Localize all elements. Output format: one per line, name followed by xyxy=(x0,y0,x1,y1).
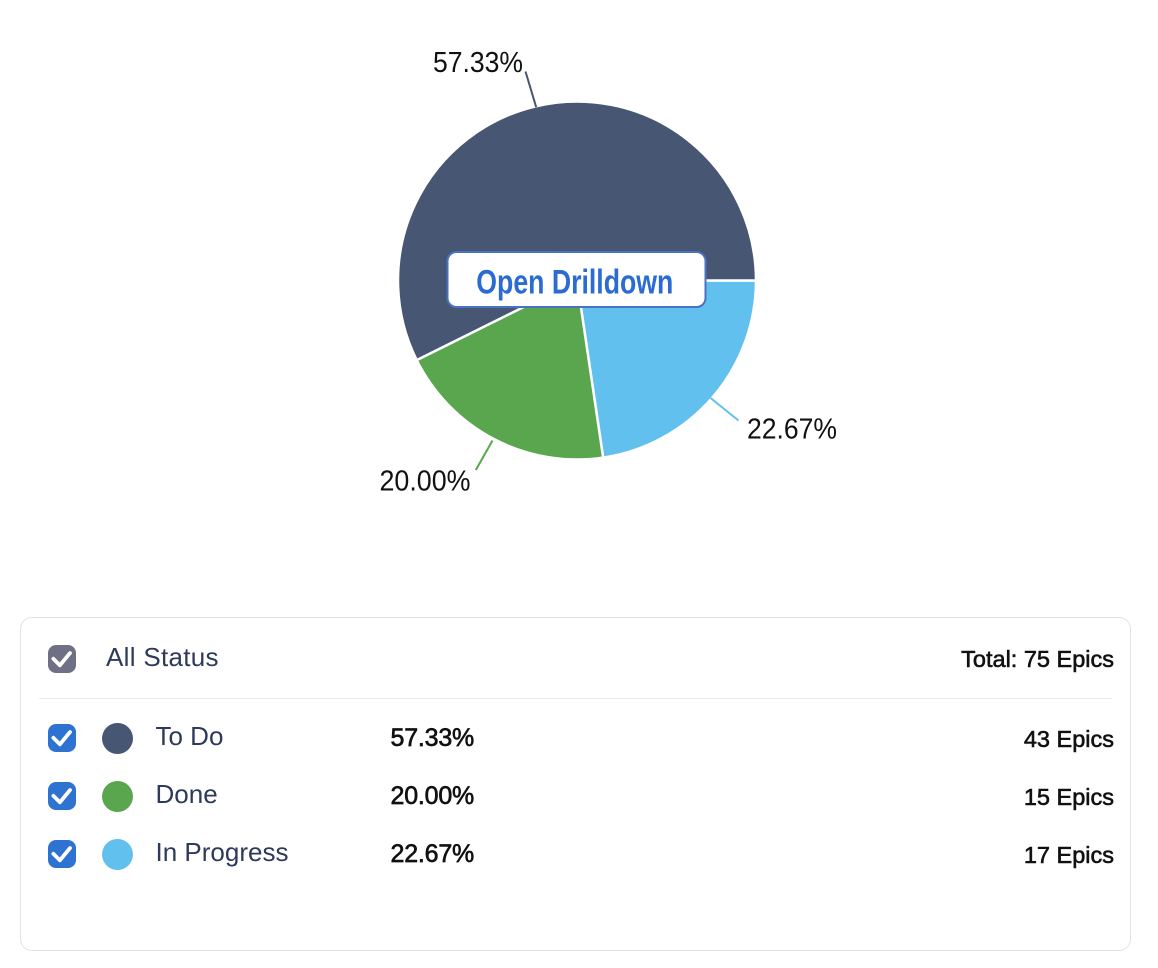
svg-text:57.33%: 57.33% xyxy=(433,47,523,79)
svg-text:22.67%: 22.67% xyxy=(747,414,837,446)
svg-text:Open Drilldown: Open Drilldown xyxy=(476,264,673,302)
svg-text:20.00%: 20.00% xyxy=(380,466,471,498)
